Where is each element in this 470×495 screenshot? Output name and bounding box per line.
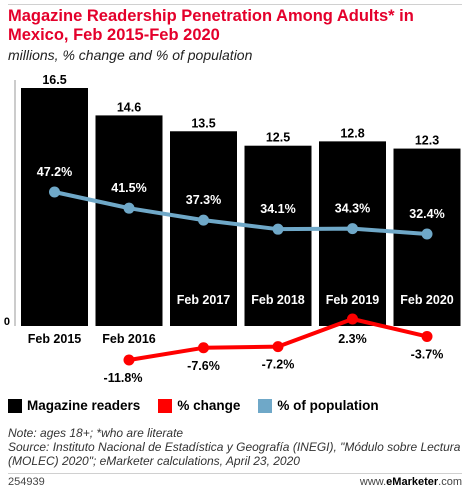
percent-of-population-label: 34.1% [260,202,295,216]
percent-change-label: 2.3% [338,332,367,346]
brand-name: eMarketer [386,476,439,488]
bar-feb-2016 [95,115,163,326]
x-tick-label: Feb 2016 [102,332,156,346]
bar-value-label: 14.6 [117,100,141,114]
legend-label: Magazine readers [27,398,141,413]
point-percent-change [272,341,284,353]
chart-canvas: 16.5 Feb 2015 14.6 Feb 2016 13.5 Feb 2017 12.5… [4,73,461,385]
bar-feb-2017 [170,131,237,326]
point-percent-of-population [198,214,209,226]
chart-subtitle: millions, % change and % of population [8,47,253,63]
y-axis-zero-label: 0 [4,316,10,328]
legend-item-percent-change: % change [158,398,240,413]
legend-item-magazine-readers: Magazine readers [8,398,140,413]
legend-label: % change [177,398,241,413]
x-tick-label: Feb 2019 [326,293,380,307]
x-tick-label: Feb 2020 [400,293,454,307]
source-text: Source: Instituto Nacional de Estadístic… [8,440,461,468]
bar-value-label: 13.5 [191,116,215,130]
bar-value-label: 12.8 [340,126,364,140]
point-percent-of-population [272,223,284,235]
percent-of-population-label: 34.3% [335,202,370,216]
point-percent-of-population [421,228,433,240]
point-percent-change [198,342,209,354]
percent-of-population-label: 37.3% [186,193,221,207]
percent-of-population-label: 32.4% [409,207,444,221]
point-percent-change [123,354,135,366]
x-tick-label: Feb 2018 [251,293,305,307]
percent-change-label: -11.8% [104,371,143,385]
brand-suffix: .com [438,476,462,488]
point-percent-of-population [347,223,358,235]
chart-notes: Note: ages 18+; *who are literate Source… [8,426,464,468]
point-percent-change [347,313,358,325]
legend: Magazine readers % change % of populatio… [8,398,379,413]
chart-id: 254939 [8,476,45,488]
series-line-percent-of-population [54,190,428,236]
bar-value-label: 12.3 [415,134,439,148]
lines-layer [49,186,433,366]
bottom-rule [8,473,462,474]
brand-url: www.eMarketer.com [360,476,462,488]
brand-prefix: www. [359,476,387,488]
legend-swatch [258,398,273,413]
legend-swatch [8,398,22,413]
x-tick-label: Feb 2017 [177,293,231,307]
bar-value-label: 12.5 [266,131,290,145]
percent-of-population-label: 41.5% [111,181,146,195]
percent-change-label: -3.7% [411,347,444,361]
top-rule [8,4,462,5]
x-tick-label: Feb 2015 [28,332,82,346]
legend-item-percent-of-population: % of population [258,398,379,413]
note-text: Note: ages 18+; *who are literate [8,426,184,440]
point-percent-of-population [123,202,135,214]
percent-change-label: -7.6% [187,359,220,373]
bars-layer [21,88,461,326]
percent-of-population-label: 47.2% [37,165,72,179]
point-percent-of-population [49,186,60,198]
percent-change-label: -7.2% [262,358,295,372]
bar-value-label: 16.5 [42,73,66,87]
bar-feb-2018 [244,145,312,326]
labels-layer: 16.5 Feb 2015 14.6 Feb 2016 13.5 Feb 2017 12.5… [28,73,454,385]
point-percent-change [421,330,433,342]
bar-feb-2015 [21,88,88,326]
legend-swatch [158,398,173,413]
legend-label: % of population [277,398,379,413]
chart-title: Magazine Readership Penetration Among Ad… [8,7,414,44]
